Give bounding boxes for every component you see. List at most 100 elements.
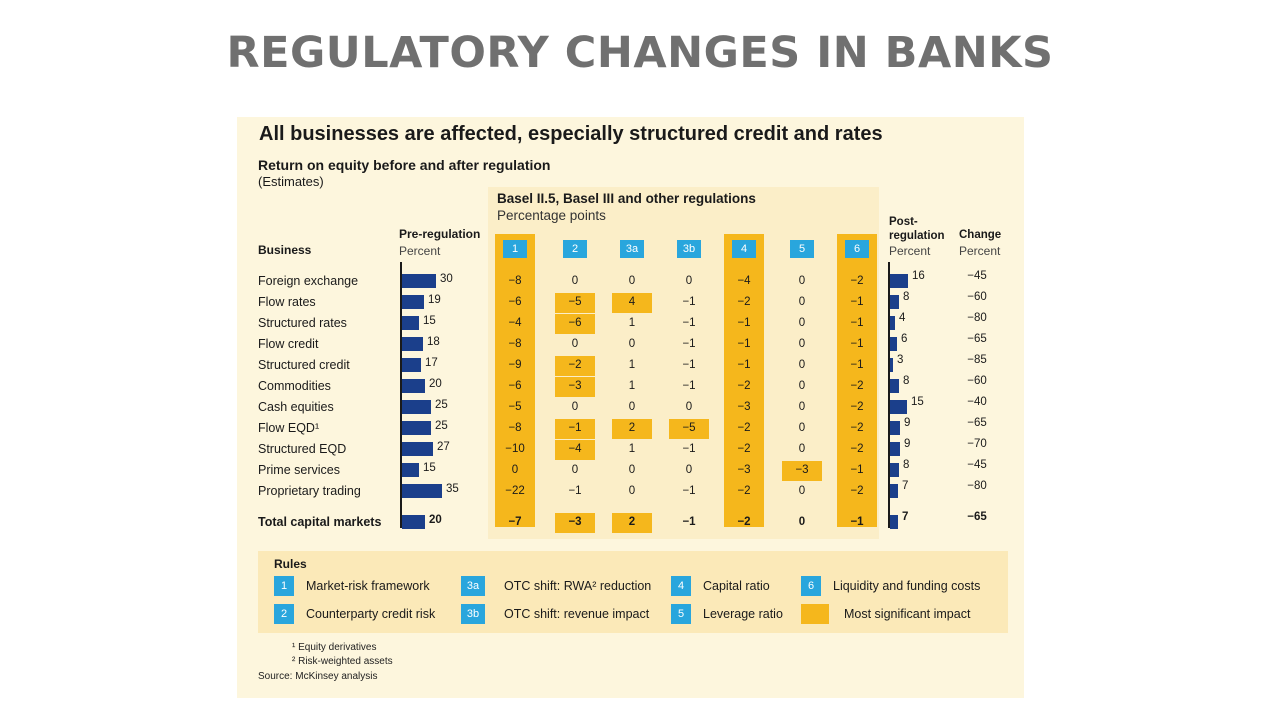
impact-value-2: −1 (568, 422, 582, 434)
impact-value-5: 0 (798, 359, 806, 371)
impact-value-4: −1 (737, 338, 751, 350)
rule-header-6: 6 (845, 240, 869, 258)
change-value: −85 (967, 354, 987, 366)
legend-label: OTC shift: revenue impact (504, 607, 650, 621)
pre-regulation-bar (402, 358, 421, 372)
impact-value-4: −3 (737, 401, 751, 413)
rules-legend-title: Rules (274, 557, 307, 571)
legend-label: Most significant impact (844, 607, 971, 621)
pre-regulation-value: 27 (437, 441, 450, 453)
business-label: Proprietary trading (258, 484, 361, 498)
pre-regulation-value: 20 (429, 378, 442, 390)
impact-value-1: −6 (508, 380, 522, 392)
post-regulation-axis (888, 262, 890, 528)
pre-regulation-value: 19 (428, 294, 441, 306)
impact-value-3b: −1 (682, 296, 696, 308)
change-unit: Percent (959, 244, 1001, 258)
highlight-cell (612, 293, 652, 313)
change-value: −45 (967, 459, 987, 471)
impact-value-3a: 0 (628, 464, 636, 476)
impact-value-5: −3 (795, 464, 809, 476)
post-regulation-unit: Percent (889, 244, 931, 258)
impact-value-3b: −1 (682, 338, 696, 350)
highlight-cell (669, 419, 709, 439)
impact-value-5: 0 (798, 422, 806, 434)
rule-header-2: 2 (563, 240, 587, 258)
source-note: Source: McKinsey analysis (258, 671, 378, 682)
impact-value-3a: 1 (628, 317, 636, 329)
pre-regulation-value: 18 (427, 336, 440, 348)
post-regulation-value: 15 (911, 396, 924, 408)
impact-value-3b: 0 (685, 464, 693, 476)
rule-header-1: 1 (503, 240, 527, 258)
pre-regulation-value: 17 (425, 357, 438, 369)
legend-key-6: 6 (801, 576, 821, 596)
most-significant-column-6 (837, 234, 877, 527)
legend-label: Market-risk framework (306, 579, 430, 593)
impact-value-5: 0 (798, 380, 806, 392)
post-regulation-value: 8 (903, 459, 910, 471)
footnote-1: ¹ Equity derivatives (292, 642, 377, 653)
rule-header-3a: 3a (620, 240, 644, 258)
impact-value-1: −22 (505, 485, 525, 497)
impact-value-3b: −1 (682, 317, 696, 329)
post-regulation-value: 9 (904, 417, 911, 429)
impact-value-1: −10 (505, 443, 525, 455)
post-regulation-bar (890, 316, 895, 330)
legend-key-1: 1 (274, 576, 294, 596)
legend-label: Leverage ratio (703, 607, 783, 621)
post-regulation-bar (890, 463, 899, 477)
impact-value-3b: 0 (685, 401, 693, 413)
impact-value-3a: 1 (628, 443, 636, 455)
impact-value-6: −2 (850, 401, 864, 413)
chart-panel: All businesses are affected, especially … (237, 117, 1024, 698)
post-regulation-bar (890, 295, 899, 309)
impact-value-3b: 0 (685, 275, 693, 287)
impact-value-3a: 4 (628, 296, 636, 308)
legend-key-4: 4 (671, 576, 691, 596)
impact-value-3a: 0 (628, 401, 636, 413)
business-label: Foreign exchange (258, 274, 359, 288)
impact-value-3a: 0 (628, 338, 636, 350)
legend-label: Counterparty credit risk (306, 607, 436, 621)
highlight-cell (555, 419, 595, 439)
impact-value-3a: 0 (628, 485, 636, 497)
post-regulation-value: 8 (903, 291, 910, 303)
post-regulation-value: 16 (912, 270, 925, 282)
business-label: Flow credit (258, 337, 319, 351)
post-regulation-bar (890, 515, 898, 529)
pre-regulation-bar (402, 295, 424, 309)
business-label: Structured EQD (258, 442, 347, 456)
impact-value-5: 0 (798, 296, 806, 308)
post-header-line1: Post- (889, 216, 918, 228)
impact-value-1: 0 (511, 464, 519, 476)
impact-value-3a: 2 (628, 516, 636, 528)
post-regulation-value: 9 (904, 438, 911, 450)
highlight-cell (612, 419, 652, 439)
rules-legend (258, 551, 1008, 633)
highlight-cell (555, 293, 595, 313)
business-label: Structured rates (258, 316, 347, 330)
impact-value-5: 0 (798, 275, 806, 287)
post-regulation-value: 6 (901, 333, 908, 345)
impact-value-2: 0 (571, 275, 579, 287)
business-label: Prime services (258, 463, 340, 477)
footnote-2: ² Risk-weighted assets (292, 656, 393, 667)
change-value: −65 (967, 333, 987, 345)
slide-title: REGULATORY CHANGES IN BANKS (226, 28, 1054, 78)
impact-value-2: −6 (568, 317, 582, 329)
impact-value-1: −5 (508, 401, 522, 413)
impact-value-1: −7 (508, 516, 522, 528)
impact-value-5: 0 (798, 516, 806, 528)
change-value: −65 (967, 511, 987, 523)
impact-value-4: −2 (737, 516, 751, 528)
highlight-cell (555, 314, 595, 334)
pre-regulation-bar (402, 442, 433, 456)
pre-regulation-bar (402, 379, 425, 393)
impact-value-4: −2 (737, 380, 751, 392)
impact-value-4: −4 (737, 275, 751, 287)
highlight-cell (612, 513, 652, 533)
pre-regulation-axis (400, 262, 402, 528)
rule-header-4: 4 (732, 240, 756, 258)
impact-value-4: −1 (737, 359, 751, 371)
